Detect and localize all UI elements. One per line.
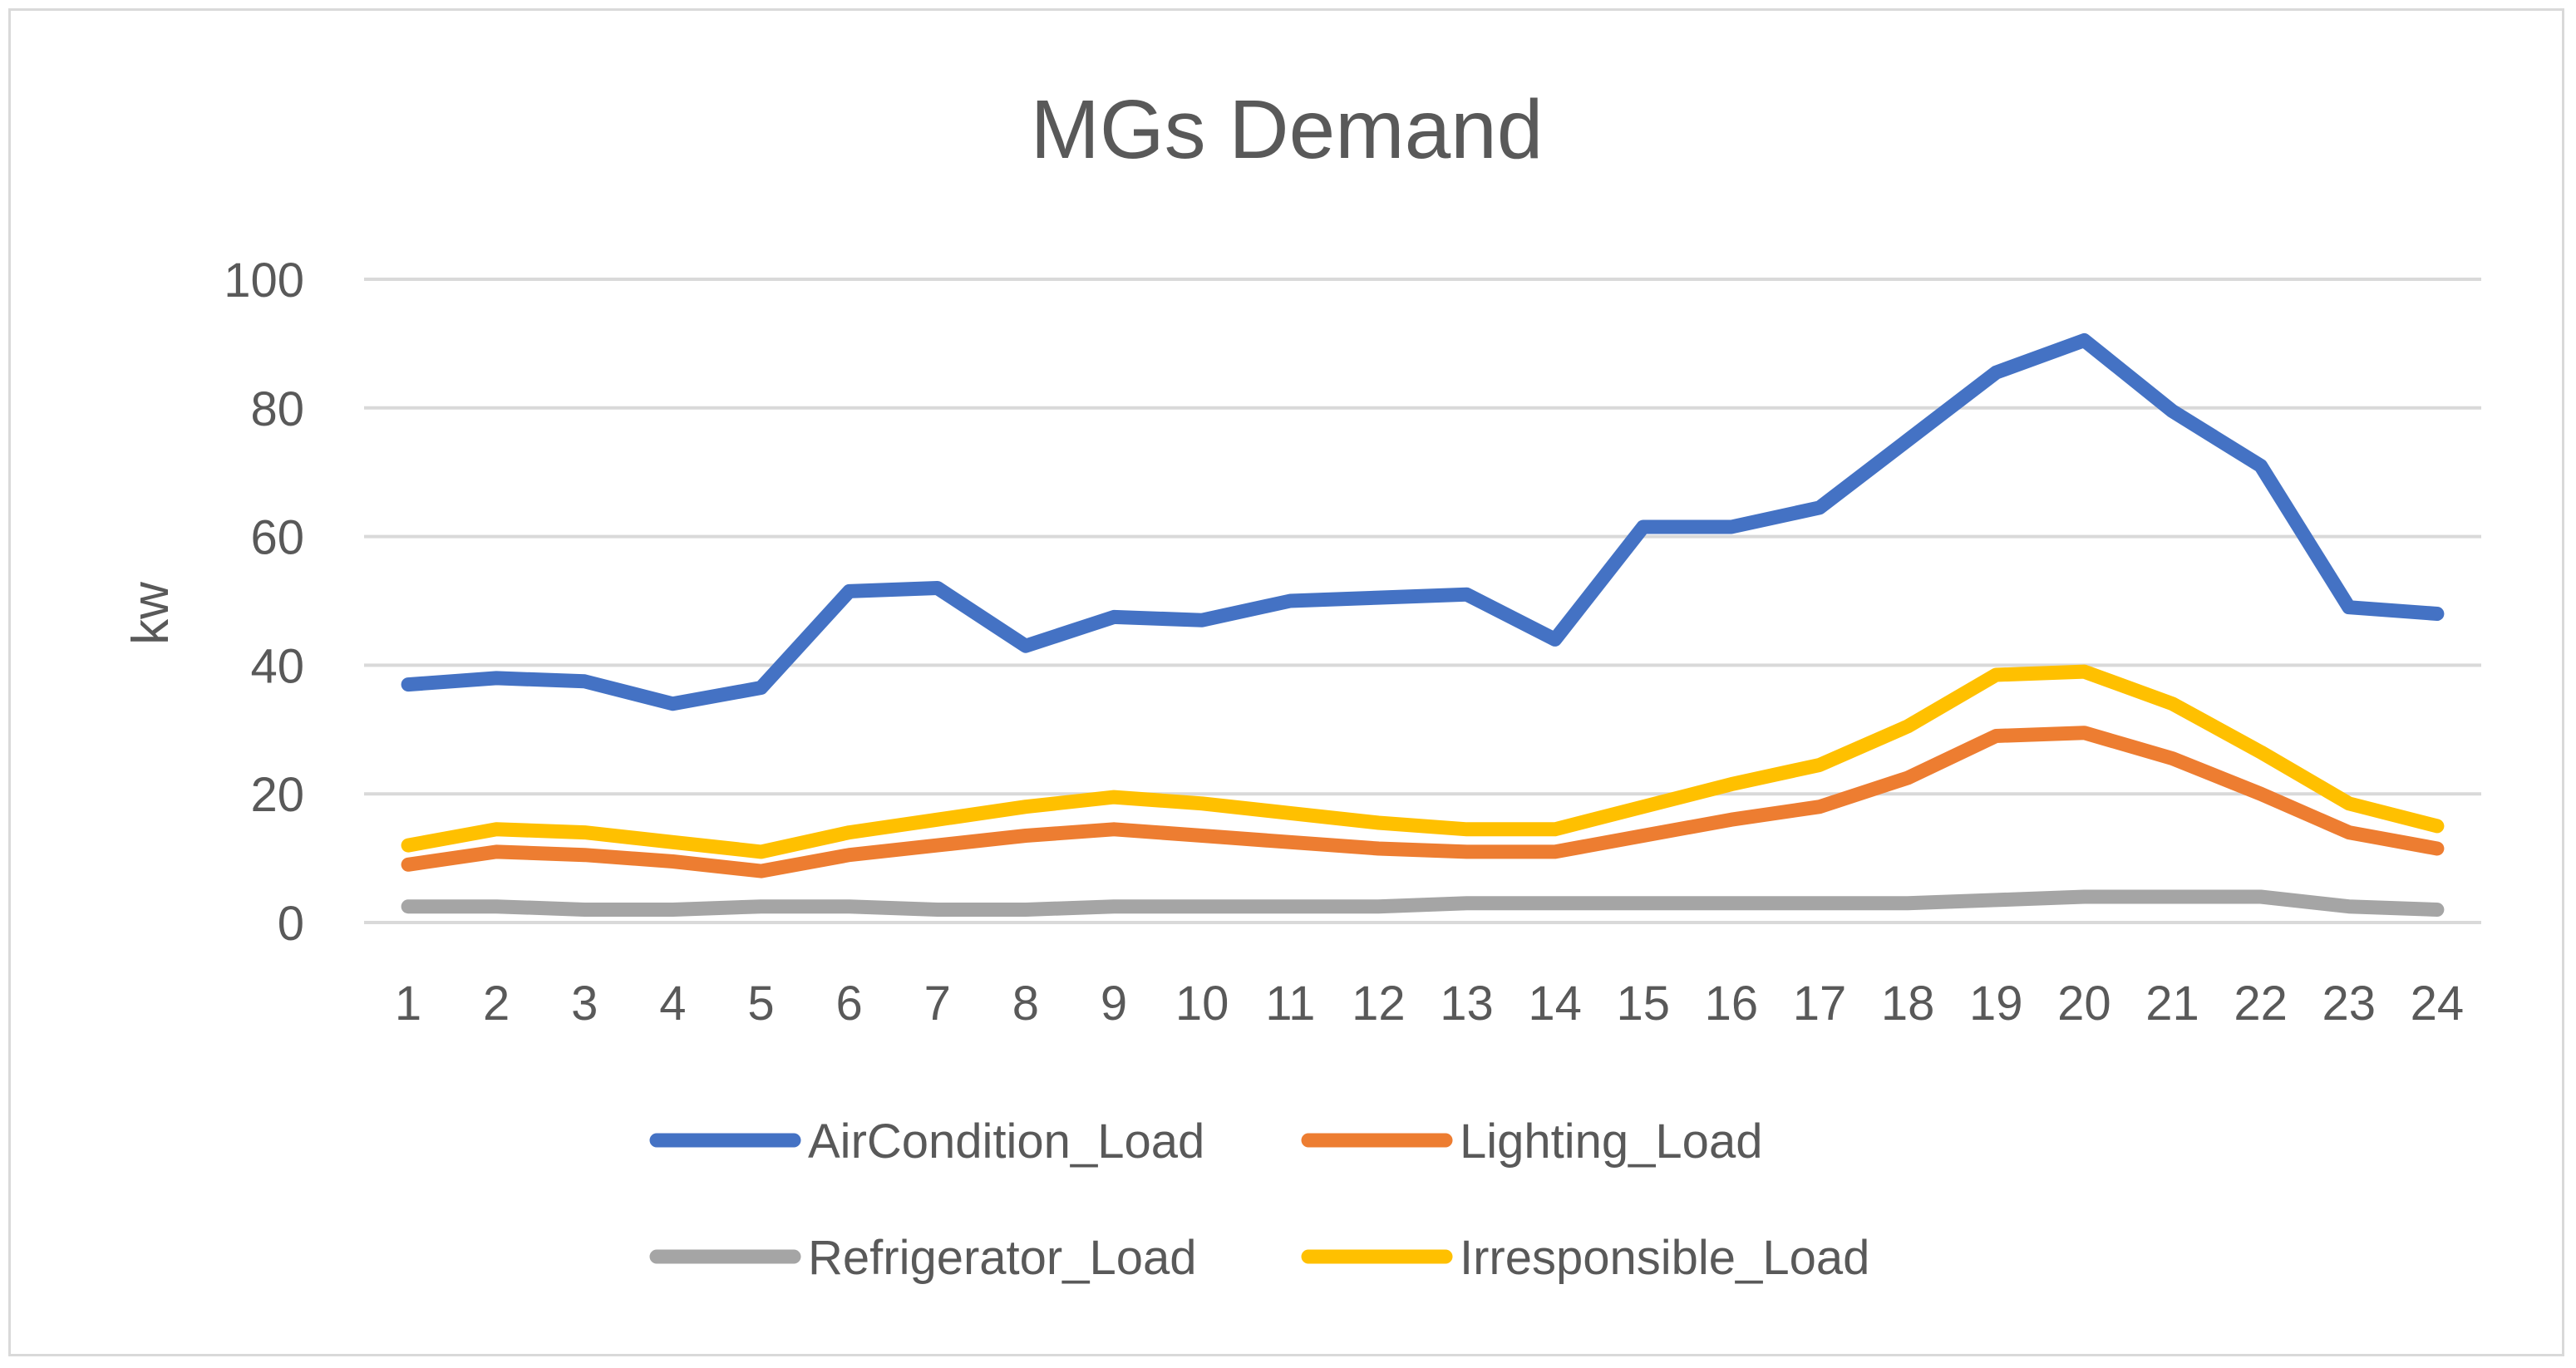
x-tick-label: 16 xyxy=(1705,977,1759,1031)
x-axis-ticks: 1 2 3 4 5 6 7 8 9 10 11 12 13 14 15 16 17 18 19 20 21 22 23 24 xyxy=(395,977,2464,1031)
gridlines xyxy=(364,278,2481,924)
x-tick-label: 13 xyxy=(1440,977,1494,1031)
legend-label: Refrigerator_Load xyxy=(808,1231,1197,1285)
x-tick-label: 11 xyxy=(1265,977,1315,1031)
y-tick-label: 0 xyxy=(278,897,304,951)
x-tick-label: 17 xyxy=(1793,977,1847,1031)
y-tick-label: 100 xyxy=(224,253,304,308)
y-axis-label: kw xyxy=(122,582,180,645)
x-tick-label: 15 xyxy=(1617,977,1671,1031)
x-tick-label: 6 xyxy=(836,977,863,1031)
x-tick-label: 7 xyxy=(924,977,951,1031)
legend-label: AirCondition_Load xyxy=(808,1115,1204,1169)
x-tick-label: 10 xyxy=(1175,977,1229,1031)
series-lines xyxy=(401,333,2445,917)
legend-item: Lighting_Load xyxy=(1301,1115,1762,1169)
x-tick-label: 5 xyxy=(747,977,774,1031)
x-tick-label: 1 xyxy=(395,977,421,1031)
x-tick-label: 12 xyxy=(1352,977,1406,1031)
legend-item: AirCondition_Load xyxy=(649,1115,1204,1169)
y-tick-label: 60 xyxy=(250,511,304,565)
series-line-lighting-load xyxy=(401,726,2445,878)
legend: AirCondition_Load Lighting_Load Refrigerat… xyxy=(649,1115,1869,1285)
x-tick-label: 23 xyxy=(2322,977,2377,1031)
x-tick-label: 24 xyxy=(2411,977,2465,1031)
x-tick-label: 14 xyxy=(1528,977,1582,1031)
x-tick-label: 22 xyxy=(2234,977,2288,1031)
y-tick-label: 20 xyxy=(250,768,304,822)
chart-title: MGs Demand xyxy=(1031,83,1544,176)
x-tick-label: 3 xyxy=(571,977,598,1031)
series-line-aircondition-load xyxy=(401,333,2445,711)
y-tick-label: 80 xyxy=(250,382,304,436)
y-axis-ticks: 0 20 40 60 80 100 xyxy=(224,253,304,951)
x-tick-label: 4 xyxy=(659,977,686,1031)
x-tick-label: 9 xyxy=(1101,977,1127,1031)
x-tick-label: 18 xyxy=(1881,977,1935,1031)
x-tick-label: 21 xyxy=(2145,977,2199,1031)
legend-item: Irresponsible_Load xyxy=(1301,1231,1869,1285)
series-line-refrigerator-load xyxy=(401,889,2445,917)
series-line-irresponsible-load xyxy=(401,664,2445,859)
legend-label: Lighting_Load xyxy=(1460,1115,1762,1169)
x-tick-label: 2 xyxy=(483,977,510,1031)
legend-item: Refrigerator_Load xyxy=(649,1231,1197,1285)
x-tick-label: 20 xyxy=(2057,977,2111,1031)
x-tick-label: 19 xyxy=(1969,977,2023,1031)
x-tick-label: 8 xyxy=(1012,977,1039,1031)
legend-label: Irresponsible_Load xyxy=(1460,1231,1869,1285)
y-tick-label: 40 xyxy=(250,639,304,693)
